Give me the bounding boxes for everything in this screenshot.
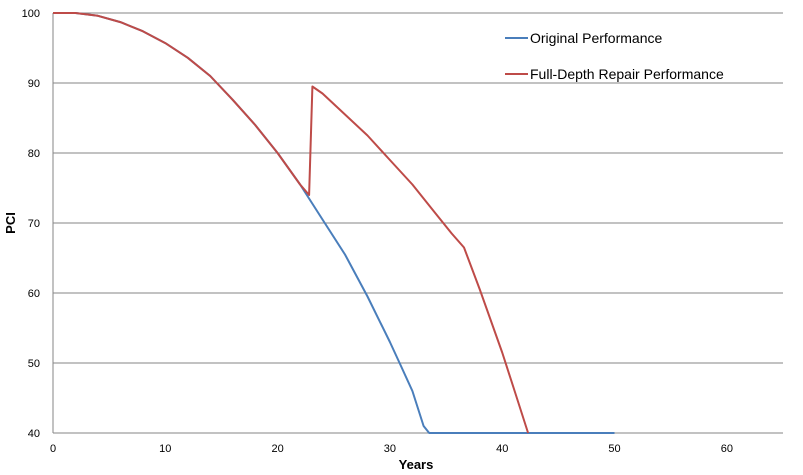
series-lines: [53, 12, 615, 434]
x-axis-title: Years: [399, 457, 434, 472]
x-tick-label: 0: [50, 443, 56, 455]
legend-label-original: Original Performance: [530, 30, 662, 46]
x-tick-label: 40: [496, 443, 508, 455]
y-tick-label: 60: [28, 288, 40, 300]
y-tick-label: 40: [28, 428, 40, 440]
y-tick-labels: 40 50 60 70 80 90 100: [22, 8, 40, 440]
x-tick-label: 10: [159, 443, 171, 455]
x-tick-label: 20: [271, 443, 283, 455]
x-tick-label: 60: [721, 443, 733, 455]
x-tick-label: 30: [384, 443, 396, 455]
y-tick-label: 50: [28, 358, 40, 370]
series-line-full-depth-repair: [53, 12, 530, 434]
gridlines: [53, 12, 783, 364]
y-axis-title: PCI: [3, 212, 18, 234]
legend: Original Performance Full-Depth Repair P…: [505, 30, 724, 82]
y-tick-label: 70: [28, 218, 40, 230]
y-tick-label: 100: [22, 8, 40, 20]
x-tick-label: 50: [608, 443, 620, 455]
y-tick-label: 80: [28, 148, 40, 160]
axes: [52, 13, 783, 434]
x-tick-labels: 0 10 20 30 40 50 60: [50, 443, 733, 455]
legend-label-repair: Full-Depth Repair Performance: [530, 66, 724, 82]
y-tick-label: 90: [28, 78, 40, 90]
